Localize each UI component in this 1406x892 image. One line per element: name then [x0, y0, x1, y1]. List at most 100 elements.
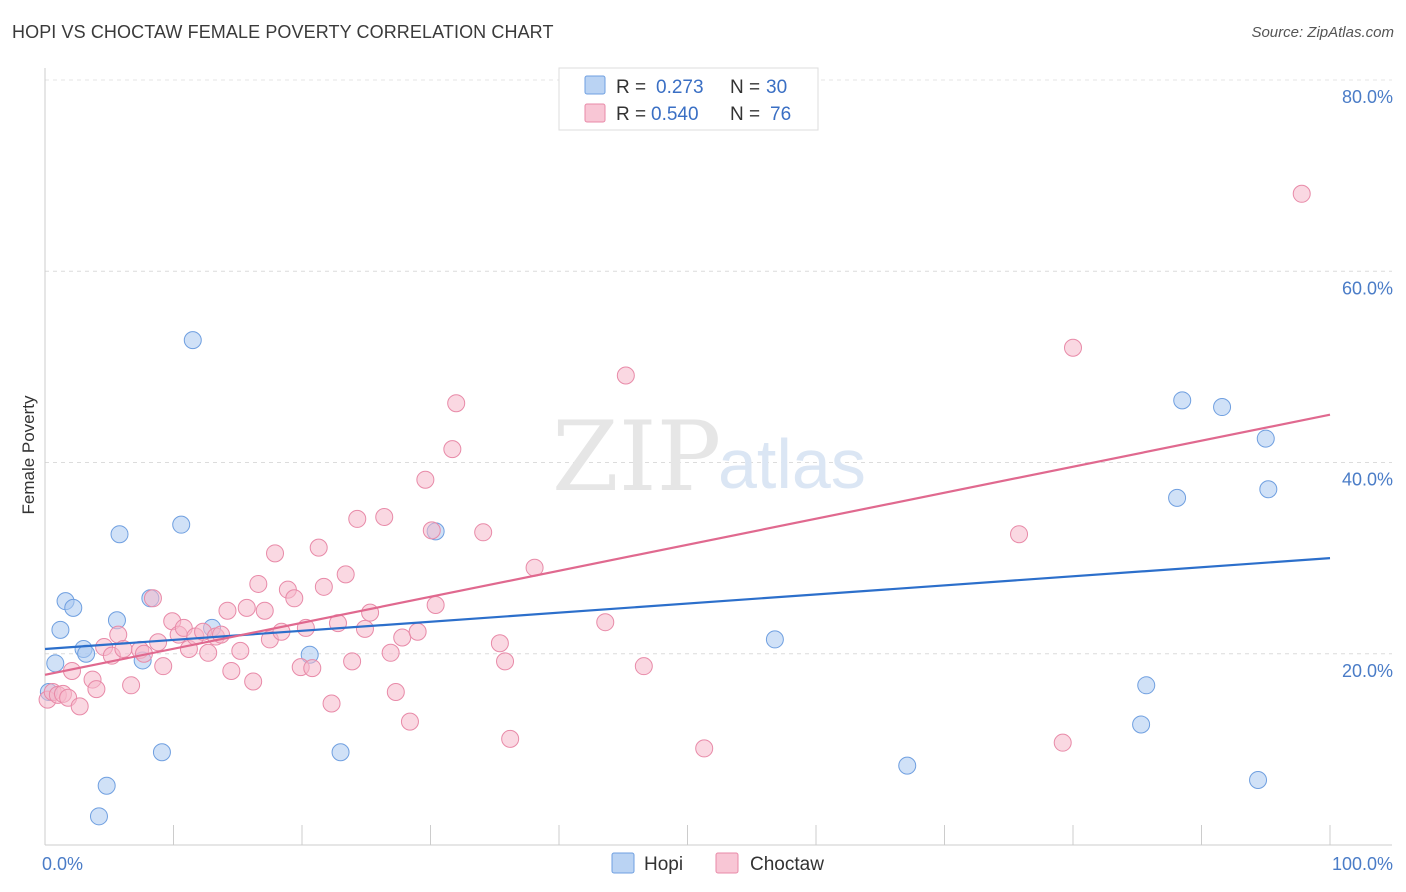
legend-bottom-label-choctaw: Choctaw	[750, 854, 824, 875]
choctaw-point-25	[199, 643, 218, 662]
choctaw-point-16	[143, 589, 162, 608]
choctaw-point-60	[426, 595, 445, 614]
watermark: ZIP atlas	[552, 401, 866, 513]
legend-n-value-choctaw: 76	[770, 104, 791, 125]
choctaw-point-44	[314, 577, 333, 596]
choctaw-point-58	[416, 470, 435, 489]
choctaw-point-71	[695, 739, 714, 758]
legend-bottom-label-hopi: Hopi	[644, 854, 683, 875]
series-legend: Hopi Choctaw	[611, 852, 824, 875]
legend-bottom-swatch-choctaw	[715, 852, 739, 874]
choctaw-point-8	[87, 680, 106, 699]
hopi-point-4	[64, 598, 83, 617]
choctaw-point-65	[496, 652, 515, 671]
choctaw-point-59	[422, 521, 441, 540]
correlation-legend: R = 0.273 N = 30 R = 0.540 N = 76	[558, 67, 819, 131]
choctaw-point-48	[343, 652, 362, 671]
hopi-point-14	[172, 515, 191, 534]
choctaw-point-52	[375, 508, 394, 527]
x-tick-label-1: 100.0%	[1332, 854, 1393, 874]
hopi-point-25	[1173, 391, 1192, 410]
choctaw-point-74	[1064, 338, 1082, 357]
legend-swatch-hopi	[584, 75, 606, 95]
choctaw-point-43	[309, 538, 328, 557]
choctaw-point-62	[447, 394, 466, 413]
legend-r-value-choctaw: 0.540	[651, 104, 699, 125]
legend-n-label-hopi: N =	[730, 77, 760, 98]
hopi-point-24	[1168, 488, 1187, 507]
choctaw-trend-line	[44, 413, 1331, 676]
hopi-point-6	[77, 644, 96, 663]
y-tick-labels: 20.0% 40.0% 60.0% 80.0%	[1342, 87, 1393, 681]
hopi-point-29	[1259, 480, 1278, 499]
hopi-point-26	[1213, 398, 1232, 417]
choctaw-point-68	[596, 613, 615, 632]
choctaw-point-34	[255, 601, 274, 620]
choctaw-point-50	[355, 619, 374, 638]
hopi-point-13	[152, 743, 171, 762]
legend-n-value-hopi: 30	[766, 77, 787, 98]
hopi-point-22	[1132, 715, 1151, 734]
hopi-point-27	[1249, 770, 1268, 789]
hopi-points	[39, 331, 1278, 826]
choctaw-point-49	[348, 509, 367, 528]
choctaw-point-72	[1010, 525, 1029, 544]
choctaw-point-73	[1053, 733, 1072, 752]
choctaw-point-6	[70, 697, 89, 716]
hopi-point-18	[331, 743, 350, 762]
choctaw-point-32	[244, 672, 263, 691]
hopi-point-2	[51, 620, 70, 639]
trend-lines	[44, 413, 1331, 676]
choctaw-point-47	[336, 565, 355, 584]
hopi-point-23	[1137, 676, 1156, 695]
choctaw-point-69	[616, 366, 635, 385]
hopi-point-10	[110, 525, 129, 544]
choctaw-point-36	[266, 544, 285, 563]
hopi-point-15	[183, 331, 202, 350]
y-tick-label-2: 60.0%	[1342, 278, 1393, 298]
hopi-point-28	[1256, 429, 1275, 448]
hopi-point-21	[898, 756, 917, 775]
legend-n-label-choctaw: N =	[730, 104, 760, 125]
choctaw-point-13	[122, 676, 141, 695]
watermark-atlas: atlas	[718, 425, 866, 503]
legend-r-value-hopi: 0.273	[656, 77, 704, 98]
hopi-point-20	[765, 630, 784, 649]
y-tick-label-1: 40.0%	[1342, 470, 1393, 490]
choctaw-point-63	[474, 523, 493, 542]
chart-title: HOPI VS CHOCTAW FEMALE POVERTY CORRELATI…	[12, 22, 554, 42]
legend-r-label-choctaw: R =	[616, 104, 646, 125]
legend-r-label-hopi: R =	[616, 77, 646, 98]
choctaw-point-64	[490, 634, 509, 653]
choctaw-points	[38, 184, 1311, 758]
y-axis-label: Female Poverty	[19, 395, 38, 515]
choctaw-point-57	[408, 622, 427, 641]
choctaw-point-31	[237, 598, 256, 617]
hopi-trend-line	[44, 557, 1331, 651]
chart-source: Source: ZipAtlas.com	[1251, 24, 1394, 41]
choctaw-point-45	[322, 694, 341, 713]
x-tick-labels: 0.0% 100.0%	[42, 854, 1393, 874]
choctaw-point-33	[249, 574, 268, 593]
x-tick-label-0: 0.0%	[42, 854, 83, 874]
choctaw-point-28	[218, 601, 237, 620]
watermark-zip: ZIP	[552, 401, 721, 513]
choctaw-point-75	[1292, 184, 1311, 203]
choctaw-point-53	[381, 643, 400, 662]
choctaw-point-61	[443, 440, 462, 459]
choctaw-point-55	[393, 628, 412, 647]
y-tick-label-0: 20.0%	[1342, 661, 1393, 681]
axes	[44, 68, 1392, 846]
choctaw-point-56	[400, 712, 419, 731]
choctaw-point-66	[501, 729, 520, 748]
choctaw-point-18	[154, 657, 173, 676]
choctaw-point-70	[634, 657, 653, 676]
hopi-point-1	[46, 654, 65, 673]
hopi-point-7	[89, 807, 108, 826]
choctaw-point-54	[386, 683, 405, 701]
legend-bottom-swatch-hopi	[611, 852, 635, 874]
y-tick-label-3: 80.0%	[1342, 87, 1393, 107]
choctaw-point-30	[231, 641, 250, 660]
choctaw-point-42	[303, 659, 322, 678]
